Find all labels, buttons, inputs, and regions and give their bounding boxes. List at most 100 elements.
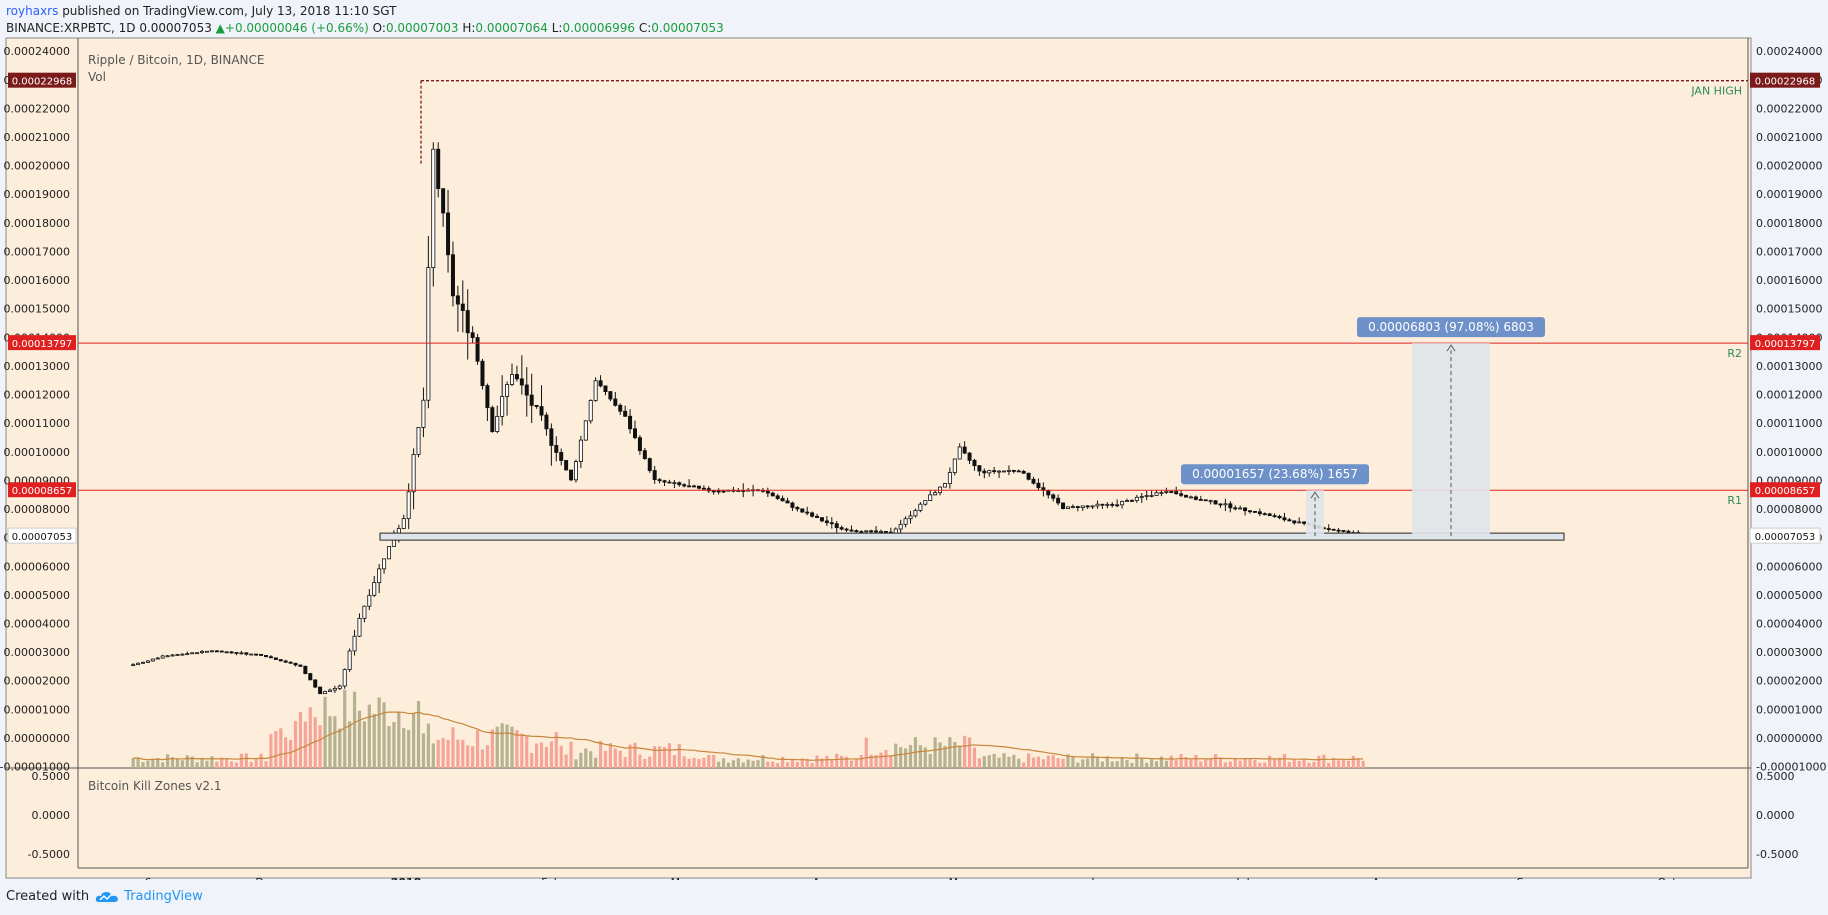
volume-bar xyxy=(1150,759,1154,768)
volume-bar xyxy=(1061,758,1065,768)
candle-body xyxy=(564,460,569,471)
volume-bar xyxy=(1007,756,1011,768)
y-tick-label-right: 0.00001000 xyxy=(1756,703,1822,716)
candle-body xyxy=(1139,496,1144,498)
candle-body xyxy=(1056,497,1061,504)
y-tick-label-left: 0.00020000 xyxy=(4,160,70,173)
author-link[interactable]: royhaxrs xyxy=(6,4,59,18)
candle-body xyxy=(308,673,313,681)
volume-bar xyxy=(352,691,357,768)
volume-bar xyxy=(835,753,839,768)
level-label-r2: R2 xyxy=(1727,347,1742,360)
volume-bar xyxy=(495,726,499,768)
candle-body xyxy=(1144,495,1149,497)
x-tick-label: Oct xyxy=(1657,876,1677,880)
volume-bar xyxy=(1238,760,1242,768)
candle-body xyxy=(1184,494,1189,498)
candle-body xyxy=(815,515,820,518)
candle-body xyxy=(303,665,308,674)
x-tick-label: Aug xyxy=(1372,876,1393,880)
candle-body xyxy=(278,659,283,662)
candle-body xyxy=(957,446,962,460)
candle-body xyxy=(1292,520,1297,524)
candle-body xyxy=(1110,503,1115,506)
volume-bar xyxy=(953,742,957,768)
volume-bar xyxy=(574,759,578,768)
price-tag-left xyxy=(8,335,76,351)
candle-body xyxy=(1218,503,1223,506)
candle-body xyxy=(947,472,952,485)
candle-body xyxy=(327,689,332,692)
candle-body xyxy=(480,360,485,387)
candle-body xyxy=(288,661,293,664)
volume-bar xyxy=(1086,758,1090,768)
y-tick-label-left: 0.00011000 xyxy=(4,417,70,430)
candle-body xyxy=(436,148,441,190)
candle-body xyxy=(613,398,618,406)
price-chart[interactable]: 0.000240000.000240000.000230000.00023000… xyxy=(0,0,1828,880)
candle-body xyxy=(1233,507,1238,510)
volume-bar xyxy=(1273,758,1277,768)
volume-bar xyxy=(539,742,544,768)
volume-bar xyxy=(579,752,583,768)
candle-body xyxy=(1297,521,1302,524)
candle-body xyxy=(140,661,145,664)
candle-body xyxy=(642,450,647,459)
y-tick-label-right: 0.00013000 xyxy=(1756,360,1822,373)
candle-body xyxy=(952,458,957,473)
volume-bar xyxy=(372,713,376,768)
candle-body xyxy=(647,458,652,471)
candle-body xyxy=(273,657,278,660)
volume-bar xyxy=(318,725,322,768)
candle-body xyxy=(716,490,721,493)
candle-body xyxy=(362,605,367,619)
candle-body xyxy=(155,657,160,660)
volume-bar xyxy=(269,734,273,768)
volume-bar xyxy=(1022,762,1026,768)
volume-bar xyxy=(662,747,667,768)
candle-body xyxy=(992,470,997,473)
volume-bar xyxy=(362,721,366,768)
volume-bar xyxy=(963,735,967,768)
candle-body xyxy=(942,483,947,488)
y-tick-label-right: 0.00011000 xyxy=(1756,417,1822,430)
volume-bar xyxy=(623,757,627,768)
candle-body xyxy=(908,515,913,520)
candle-body xyxy=(347,650,352,670)
volume-bar xyxy=(776,763,780,768)
measure-label-box xyxy=(1357,317,1545,338)
candle-body xyxy=(318,686,323,695)
y-tick-label-right: 0.00010000 xyxy=(1756,446,1822,459)
volume-bar xyxy=(958,746,962,768)
volume-bar xyxy=(229,761,234,768)
volume-bar xyxy=(584,748,588,768)
volume-bar xyxy=(751,760,755,768)
volume-bar xyxy=(820,758,824,768)
candle-body xyxy=(997,470,1002,473)
volume-bar xyxy=(407,730,411,768)
volume-bar xyxy=(1346,760,1350,768)
volume-bar xyxy=(785,762,790,768)
candle-body xyxy=(569,469,574,481)
y-tick-label-left: 0.00001000 xyxy=(4,703,70,716)
volume-bar xyxy=(525,736,529,768)
volume-bar xyxy=(781,756,785,768)
candle-body xyxy=(145,660,150,663)
volume-bar xyxy=(1292,759,1296,768)
candle-body xyxy=(367,594,372,607)
candle-body xyxy=(372,582,377,596)
candle-body xyxy=(633,428,638,439)
candle-body xyxy=(386,546,391,560)
candle-body xyxy=(131,664,136,667)
volume-bar xyxy=(569,741,573,768)
tradingview-link[interactable]: TradingView xyxy=(95,889,203,904)
y-tick-label-right: 0.00024000 xyxy=(1756,45,1822,58)
candle-body xyxy=(352,635,357,652)
indicator-label: Bitcoin Kill Zones v2.1 xyxy=(88,779,221,793)
volume-bar xyxy=(190,756,194,768)
up-arrow-icon: ▲ xyxy=(215,21,225,35)
volume-bar xyxy=(1332,757,1336,768)
volume-bar xyxy=(800,758,804,768)
volume-bar xyxy=(1159,756,1164,768)
volume-bar xyxy=(1002,753,1006,768)
